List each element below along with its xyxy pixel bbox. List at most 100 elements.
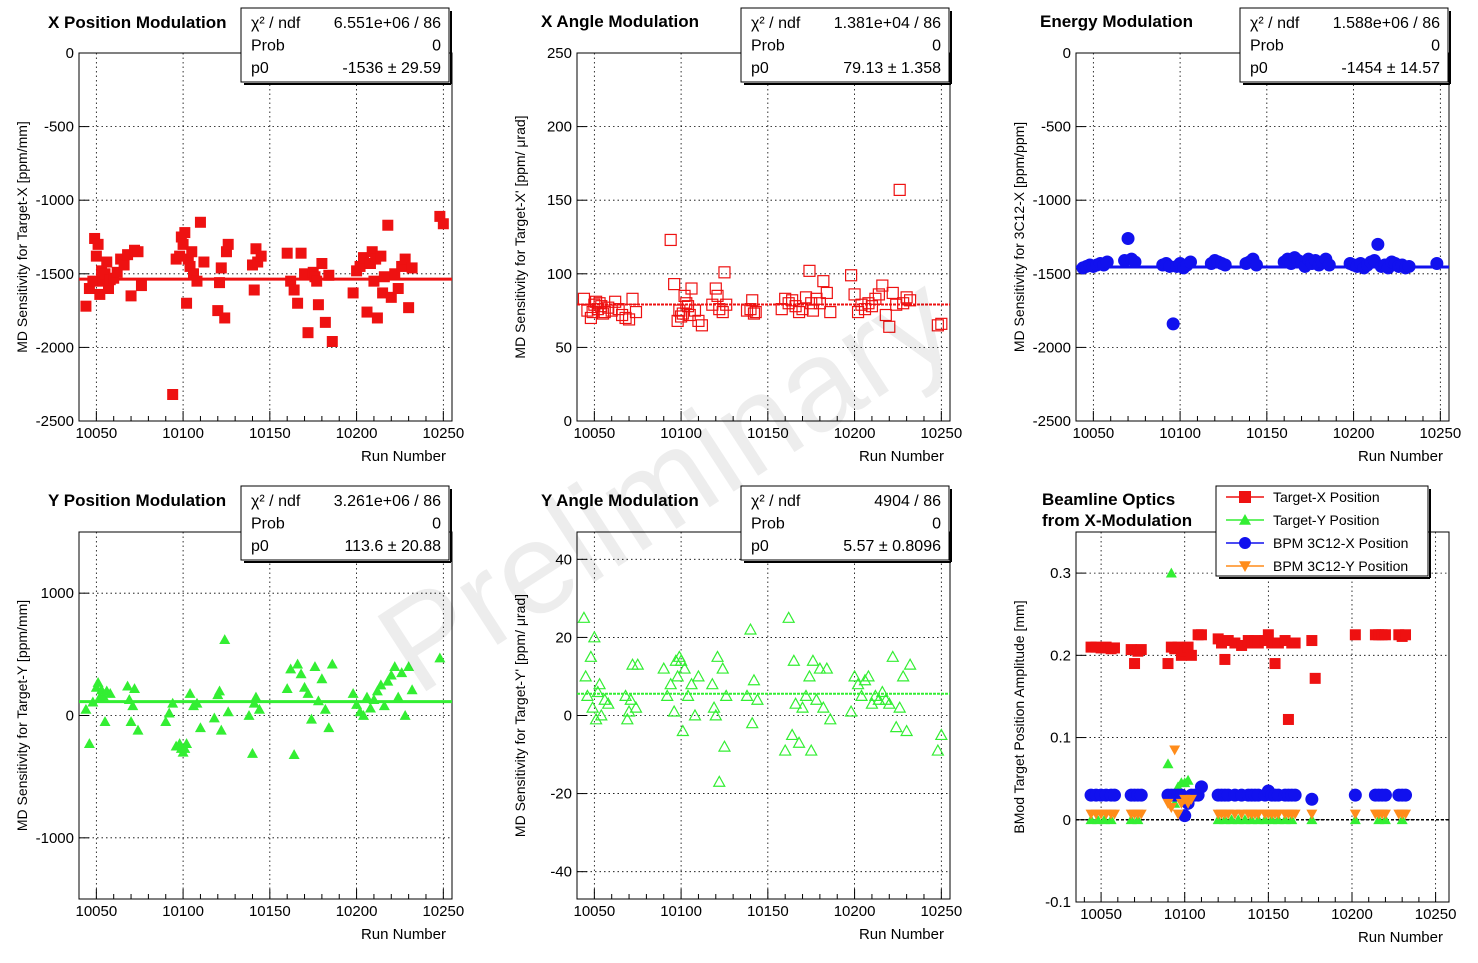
data-point bbox=[316, 257, 328, 269]
data-point bbox=[179, 227, 191, 239]
data-point bbox=[872, 693, 886, 705]
stats-name: χ² / ndf bbox=[251, 493, 301, 510]
data-point bbox=[787, 654, 801, 666]
data-point bbox=[626, 292, 639, 305]
data-point bbox=[250, 243, 262, 255]
data-point bbox=[406, 262, 418, 274]
data-point bbox=[220, 246, 232, 258]
x-tick-label: 10250 bbox=[920, 425, 962, 442]
data-point bbox=[879, 308, 892, 322]
data-point bbox=[851, 677, 865, 690]
data-point bbox=[99, 268, 111, 280]
chart-panel-2: 10050 10100 10150 10200 10250 0 50 100 150 200 250… bbox=[512, 7, 962, 465]
data-point bbox=[1379, 809, 1391, 820]
data-point bbox=[1108, 642, 1120, 654]
data-point bbox=[674, 310, 688, 323]
data-point bbox=[312, 695, 324, 706]
data-point bbox=[252, 256, 264, 268]
data-point bbox=[132, 724, 144, 735]
stats-value: 6.551e+06 / 86 bbox=[334, 15, 441, 32]
x-tick-label: 10100 bbox=[1159, 425, 1201, 442]
data-point bbox=[378, 271, 390, 283]
data-point bbox=[664, 233, 677, 247]
data-point bbox=[1400, 629, 1412, 641]
data-point bbox=[1162, 758, 1174, 769]
data-point bbox=[688, 304, 702, 317]
y-tick-label: 0 bbox=[564, 413, 572, 430]
data-point bbox=[309, 661, 321, 671]
data-point bbox=[222, 706, 234, 717]
data-point bbox=[848, 669, 862, 682]
data-point bbox=[858, 673, 872, 686]
plot-frame bbox=[1075, 52, 1450, 422]
data-point bbox=[745, 716, 759, 729]
x-tick-label: 10150 bbox=[1247, 906, 1289, 923]
data-point bbox=[163, 707, 175, 718]
data-point bbox=[358, 710, 370, 720]
y-tick-label: -40 bbox=[550, 864, 572, 881]
data-point bbox=[177, 238, 189, 250]
stats-value: -1536 ± 29.59 bbox=[342, 60, 441, 77]
data-point bbox=[1169, 745, 1181, 756]
data-point bbox=[1309, 672, 1321, 684]
chart-title: Y Angle Modulation bbox=[541, 491, 699, 510]
data-point bbox=[883, 320, 896, 333]
y-tick-label: 150 bbox=[547, 192, 572, 209]
data-point bbox=[302, 687, 314, 698]
x-tick-label: 10200 bbox=[834, 903, 876, 920]
data-point bbox=[931, 319, 944, 332]
stats-name: Prob bbox=[751, 38, 785, 55]
data-point bbox=[609, 295, 622, 308]
data-point bbox=[709, 708, 723, 721]
data-point bbox=[396, 667, 408, 678]
data-point bbox=[366, 246, 378, 258]
y-axis-label: MD Sensitivity for Target-X [ppm/mm] bbox=[14, 121, 30, 353]
data-point bbox=[102, 283, 114, 295]
legend-marker bbox=[1239, 514, 1251, 525]
chart-title: X Angle Modulation bbox=[541, 12, 699, 31]
data-point bbox=[1402, 259, 1416, 273]
data-point bbox=[1349, 809, 1361, 820]
data-point bbox=[1129, 658, 1141, 670]
x-axis-label: Run Number bbox=[859, 926, 944, 943]
x-tick-label: 10100 bbox=[162, 425, 204, 442]
data-point bbox=[399, 710, 411, 720]
data-point bbox=[886, 286, 899, 300]
data-point bbox=[80, 703, 92, 714]
x-tick-label: 10250 bbox=[422, 903, 464, 920]
data-point bbox=[720, 298, 733, 311]
data-point bbox=[844, 704, 858, 717]
data-point bbox=[1349, 629, 1361, 641]
data-point bbox=[382, 675, 394, 686]
data-point bbox=[406, 684, 418, 695]
data-point bbox=[1182, 641, 1194, 653]
chart-panel-6: 10050 10100 10150 10200 10250 -0.1 0 0.1 0.2 0.3 R… bbox=[1011, 485, 1456, 946]
data-point bbox=[782, 297, 795, 310]
data-point bbox=[281, 683, 293, 693]
y-tick-label: 250 bbox=[547, 45, 572, 62]
data-point bbox=[188, 268, 200, 280]
chart-panel-5: 10050 10100 10150 10200 10250 -40 -20 0 20 40 Run … bbox=[512, 485, 962, 943]
data-point bbox=[248, 284, 260, 296]
data-point bbox=[598, 305, 611, 319]
data-point bbox=[903, 294, 917, 307]
y-tick-label: -1000 bbox=[1033, 192, 1071, 209]
y-tick-label: 0 bbox=[564, 708, 572, 725]
data-point bbox=[299, 268, 311, 280]
data-point bbox=[845, 269, 858, 282]
data-point bbox=[711, 289, 724, 302]
data-point bbox=[295, 247, 307, 259]
data-point bbox=[900, 724, 914, 737]
data-point bbox=[713, 303, 726, 316]
data-point bbox=[876, 279, 889, 292]
y-tick-label: 0 bbox=[1063, 45, 1071, 62]
data-point bbox=[1348, 788, 1362, 802]
data-point bbox=[361, 306, 373, 318]
data-point bbox=[125, 290, 137, 302]
data-point bbox=[678, 289, 691, 302]
data-point bbox=[889, 720, 903, 733]
data-point bbox=[222, 238, 234, 250]
data-point bbox=[129, 683, 141, 693]
data-point bbox=[1249, 258, 1263, 272]
